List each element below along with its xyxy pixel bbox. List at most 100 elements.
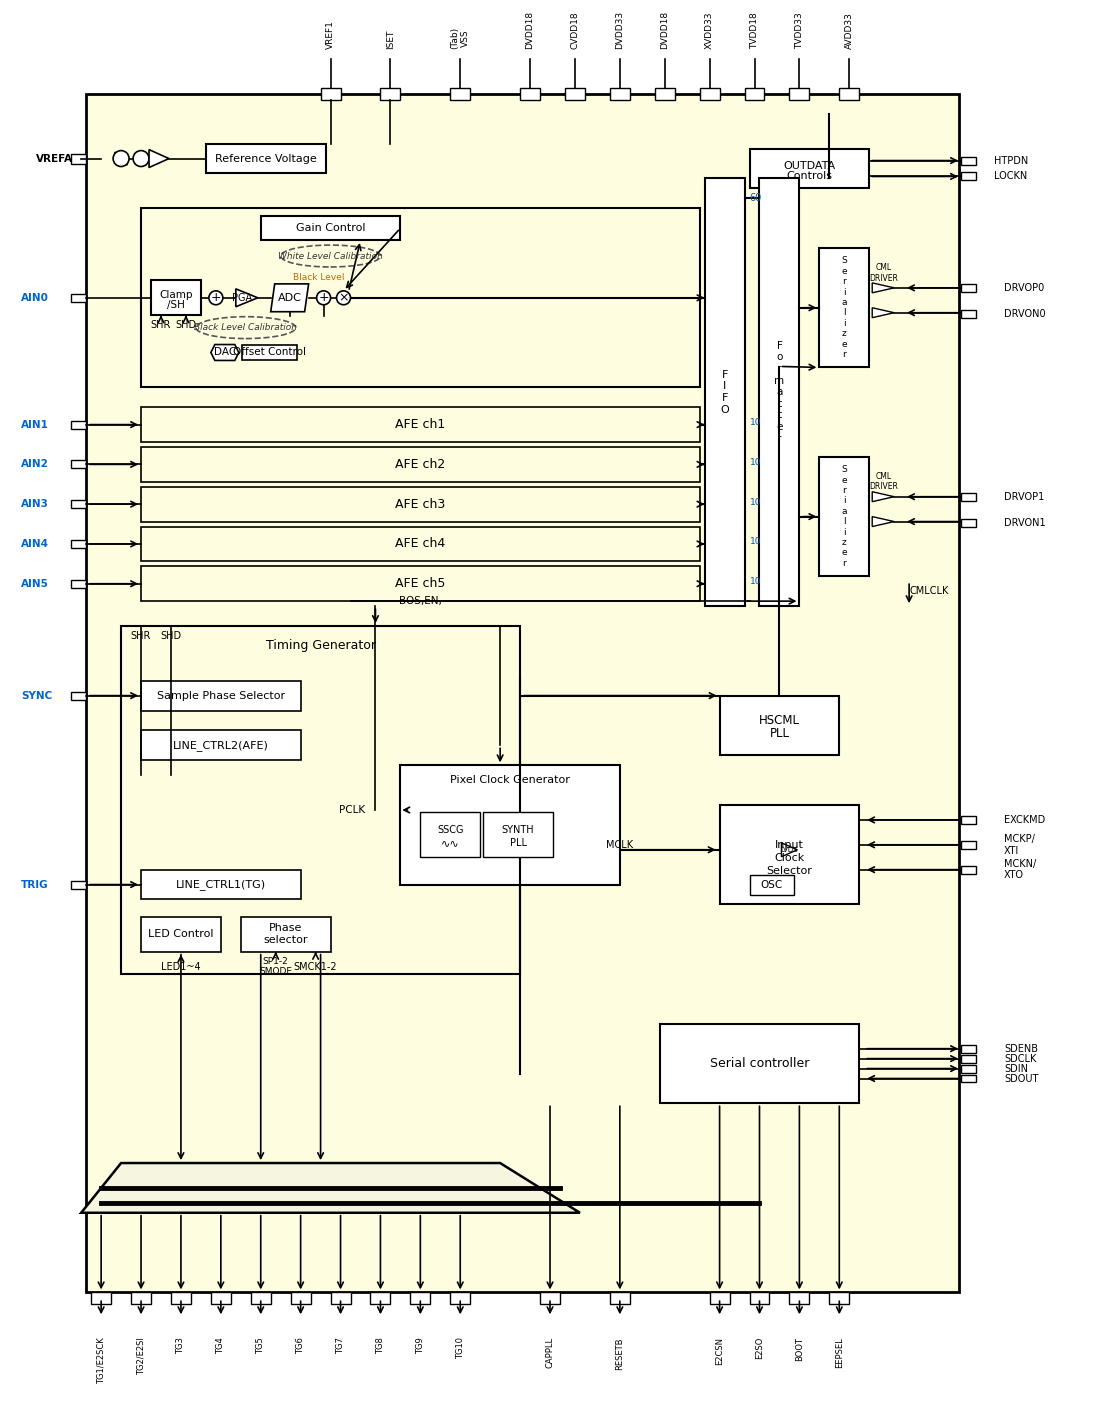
FancyBboxPatch shape bbox=[141, 869, 301, 899]
FancyBboxPatch shape bbox=[241, 916, 331, 952]
Text: TG9: TG9 bbox=[416, 1338, 424, 1353]
FancyBboxPatch shape bbox=[381, 88, 400, 100]
Text: Clamp: Clamp bbox=[159, 290, 193, 300]
Circle shape bbox=[114, 151, 129, 166]
Text: SDIN: SDIN bbox=[1004, 1063, 1028, 1073]
Text: TG4: TG4 bbox=[216, 1338, 225, 1353]
Text: E2SO: E2SO bbox=[755, 1338, 764, 1359]
FancyBboxPatch shape bbox=[961, 1064, 976, 1073]
Text: Selector: Selector bbox=[766, 865, 812, 875]
Text: 60: 60 bbox=[750, 194, 762, 203]
FancyBboxPatch shape bbox=[720, 696, 839, 756]
Text: SDOUT: SDOUT bbox=[1004, 1073, 1038, 1083]
FancyBboxPatch shape bbox=[400, 766, 619, 885]
FancyBboxPatch shape bbox=[609, 88, 629, 100]
FancyBboxPatch shape bbox=[705, 178, 744, 606]
Text: MCKN/
XTO: MCKN/ XTO bbox=[1004, 859, 1036, 881]
FancyBboxPatch shape bbox=[720, 805, 859, 905]
Text: S
e
r
i
a
l
i
z
e
r: S e r i a l i z e r bbox=[841, 256, 847, 359]
Text: VREF1: VREF1 bbox=[326, 20, 335, 50]
FancyBboxPatch shape bbox=[609, 1292, 629, 1305]
Text: AFE ch5: AFE ch5 bbox=[395, 578, 446, 591]
Text: XVDD33: XVDD33 bbox=[705, 11, 714, 50]
Text: Serial controller: Serial controller bbox=[710, 1057, 809, 1070]
Text: SYNTH: SYNTH bbox=[501, 825, 535, 835]
Text: S
e
r
i
a
l
i
z
e
r: S e r i a l i z e r bbox=[841, 465, 847, 568]
Text: DRVOP0: DRVOP0 bbox=[1004, 283, 1044, 293]
FancyBboxPatch shape bbox=[261, 216, 400, 240]
FancyBboxPatch shape bbox=[291, 1292, 311, 1305]
Text: AIN1: AIN1 bbox=[21, 420, 49, 430]
Text: ×: × bbox=[339, 292, 349, 305]
Text: SHD: SHD bbox=[175, 320, 196, 330]
FancyBboxPatch shape bbox=[170, 1292, 190, 1305]
Polygon shape bbox=[81, 1163, 580, 1212]
Polygon shape bbox=[236, 289, 257, 307]
FancyBboxPatch shape bbox=[141, 447, 700, 482]
FancyBboxPatch shape bbox=[839, 88, 859, 100]
FancyBboxPatch shape bbox=[750, 1292, 770, 1305]
FancyBboxPatch shape bbox=[961, 172, 976, 181]
FancyBboxPatch shape bbox=[131, 1292, 152, 1305]
Text: +: + bbox=[319, 292, 329, 305]
Text: 10: 10 bbox=[750, 578, 761, 586]
FancyBboxPatch shape bbox=[750, 148, 869, 188]
FancyBboxPatch shape bbox=[790, 88, 810, 100]
Polygon shape bbox=[872, 307, 895, 317]
FancyBboxPatch shape bbox=[141, 730, 301, 760]
FancyBboxPatch shape bbox=[450, 1292, 470, 1305]
FancyBboxPatch shape bbox=[961, 518, 976, 527]
Text: AFE ch2: AFE ch2 bbox=[395, 458, 446, 471]
FancyBboxPatch shape bbox=[251, 1292, 271, 1305]
Text: AIN2: AIN2 bbox=[21, 460, 49, 470]
FancyBboxPatch shape bbox=[71, 421, 86, 428]
Text: LINE_CTRL1(TG): LINE_CTRL1(TG) bbox=[176, 879, 266, 889]
FancyBboxPatch shape bbox=[961, 157, 976, 165]
FancyBboxPatch shape bbox=[141, 208, 700, 387]
Text: LOCKN: LOCKN bbox=[994, 171, 1027, 182]
Circle shape bbox=[316, 290, 331, 305]
Text: F
o
r
m
a
t
t
e
r: F o r m a t t e r bbox=[774, 342, 784, 444]
FancyBboxPatch shape bbox=[71, 501, 86, 508]
Text: SHD: SHD bbox=[160, 630, 182, 640]
Text: LED1~4: LED1~4 bbox=[162, 962, 201, 972]
Text: SHR: SHR bbox=[130, 630, 152, 640]
Text: TG10: TG10 bbox=[456, 1338, 465, 1359]
FancyBboxPatch shape bbox=[71, 579, 86, 588]
Text: 10: 10 bbox=[750, 498, 761, 507]
FancyBboxPatch shape bbox=[819, 248, 869, 367]
FancyBboxPatch shape bbox=[71, 461, 86, 468]
Text: EEPSEL: EEPSEL bbox=[834, 1338, 843, 1368]
Text: White Level Calibration: White Level Calibration bbox=[278, 252, 383, 260]
Text: AFE ch3: AFE ch3 bbox=[395, 498, 446, 511]
Text: 10: 10 bbox=[750, 418, 761, 427]
Text: 10: 10 bbox=[750, 458, 761, 467]
Text: OUTDATA: OUTDATA bbox=[783, 161, 836, 171]
Text: AFE ch1: AFE ch1 bbox=[395, 418, 446, 431]
FancyBboxPatch shape bbox=[141, 527, 700, 561]
FancyBboxPatch shape bbox=[71, 539, 86, 548]
FancyBboxPatch shape bbox=[819, 457, 869, 576]
Text: PCLK: PCLK bbox=[340, 805, 365, 815]
Text: DVDD33: DVDD33 bbox=[615, 11, 624, 50]
FancyBboxPatch shape bbox=[141, 487, 700, 522]
Text: DVDD18: DVDD18 bbox=[661, 11, 670, 50]
Polygon shape bbox=[149, 149, 169, 168]
Text: SYNC: SYNC bbox=[21, 690, 52, 700]
FancyBboxPatch shape bbox=[700, 88, 720, 100]
Text: SSCG: SSCG bbox=[437, 825, 463, 835]
Text: PLL: PLL bbox=[770, 727, 790, 740]
Text: BOS,EN,: BOS,EN, bbox=[399, 596, 442, 606]
FancyBboxPatch shape bbox=[121, 626, 520, 975]
Text: TG2/E2SI: TG2/E2SI bbox=[137, 1338, 146, 1375]
FancyBboxPatch shape bbox=[961, 841, 976, 848]
FancyBboxPatch shape bbox=[961, 1074, 976, 1083]
Circle shape bbox=[208, 290, 223, 305]
Text: AIN0: AIN0 bbox=[21, 293, 49, 303]
Polygon shape bbox=[271, 283, 309, 312]
Polygon shape bbox=[872, 517, 895, 527]
Text: Gain Control: Gain Control bbox=[296, 223, 365, 233]
FancyBboxPatch shape bbox=[655, 88, 675, 100]
Text: TG1/E2SCK: TG1/E2SCK bbox=[97, 1338, 106, 1383]
FancyBboxPatch shape bbox=[710, 1292, 730, 1305]
